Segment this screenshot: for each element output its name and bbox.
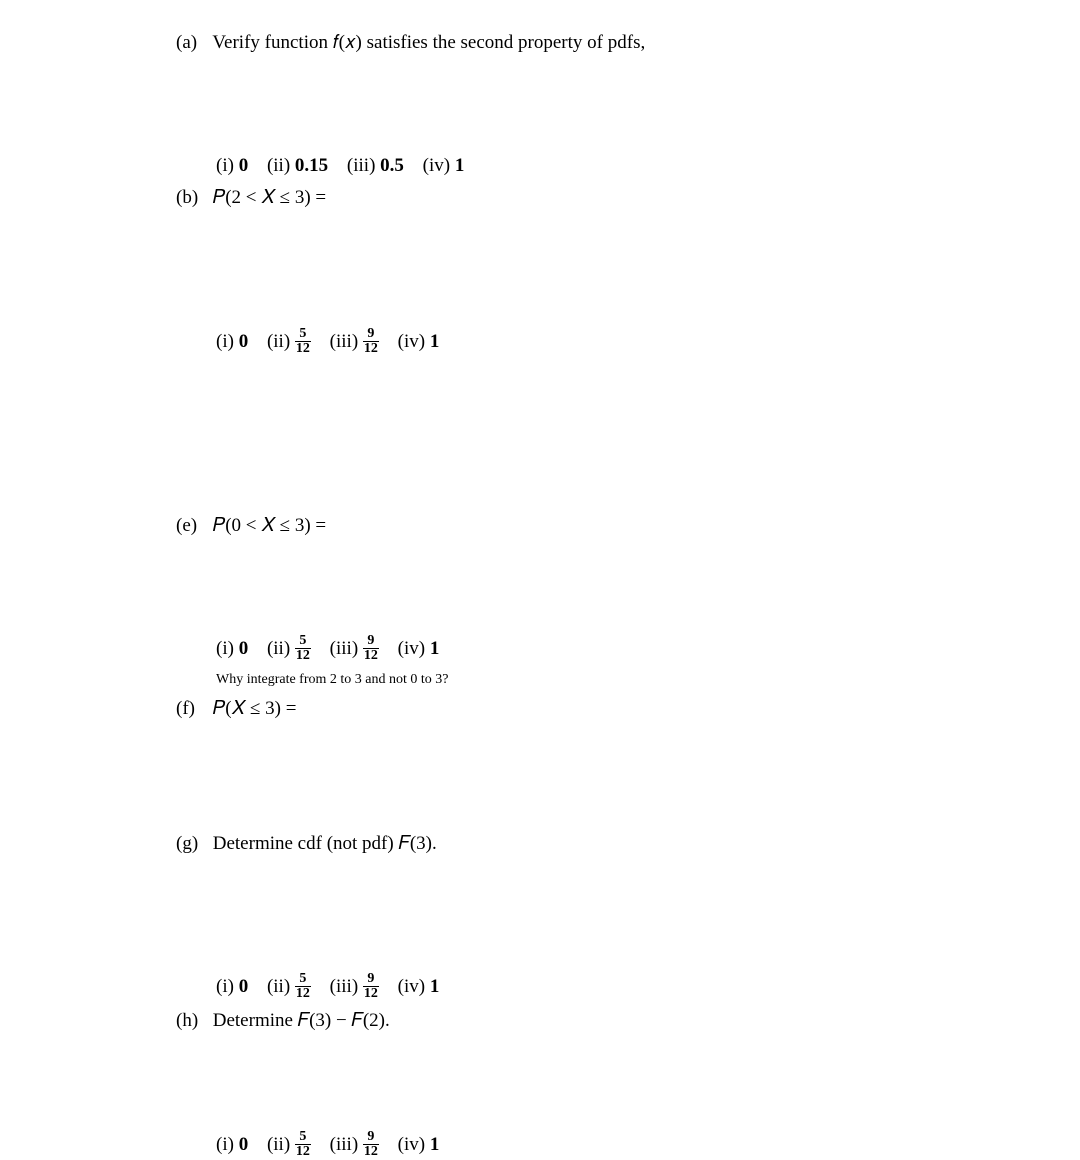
option-a-ii: (ii) 0.15 — [267, 155, 333, 176]
option-b-iv: (iv) 1 — [398, 331, 440, 352]
option-e-i: (i) 0 — [216, 638, 253, 659]
hint-text: Why integrate from 2 to 3 and not 0 to 3… — [176, 670, 1080, 690]
option-h-ii: (ii) 512 — [267, 1134, 316, 1155]
option-b-i: (i) 0 — [216, 331, 253, 352]
fraction: 512 — [295, 1130, 311, 1159]
question-part-f: (f) 𝑃(𝑋 ≤ 3) = — [176, 696, 1080, 723]
question-part-h: (h) Determine 𝐹(3) − 𝐹(2). — [176, 1008, 1080, 1035]
part-text: Determine cdf (not pdf) 𝐹(3). — [213, 833, 437, 854]
fraction: 912 — [363, 327, 379, 356]
part-label: (a) — [176, 30, 208, 57]
option-h-iii: (iii) 912 — [330, 1134, 384, 1155]
options-row-a: (i) 0 (ii) 0.15 (iii) 0.5 (iv) 1 — [176, 153, 1080, 180]
option-g-ii: (ii) 512 — [267, 976, 316, 997]
fraction: 912 — [363, 634, 379, 663]
part-text: Determine 𝐹(3) − 𝐹(2). — [213, 1010, 390, 1031]
fraction: 512 — [295, 972, 311, 1001]
part-label: (e) — [176, 513, 208, 540]
option-h-i: (i) 0 — [216, 1134, 253, 1155]
option-e-ii: (ii) 512 — [267, 638, 316, 659]
options-row-e: (i) 0 (ii) 512 (iii) 912 (iv) 1 — [176, 635, 1080, 664]
fraction: 912 — [363, 972, 379, 1001]
part-text: 𝑃(𝑋 ≤ 3) = — [213, 698, 297, 719]
part-text: 𝑃(0 < 𝑋 ≤ 3) = — [213, 515, 326, 536]
option-b-ii: (ii) 512 — [267, 331, 316, 352]
option-a-i: (i) 0 — [216, 155, 253, 176]
option-g-iii: (iii) 912 — [330, 976, 384, 997]
option-a-iii: (iii) 0.5 — [347, 155, 409, 176]
fraction: 512 — [295, 327, 311, 356]
option-g-iv: (iv) 1 — [398, 976, 440, 997]
options-row-g: (i) 0 (ii) 512 (iii) 912 (iv) 1 — [176, 973, 1080, 1002]
part-label: (g) — [176, 831, 208, 858]
fraction: 512 — [295, 634, 311, 663]
option-e-iii: (iii) 912 — [330, 638, 384, 659]
fraction: 912 — [363, 1130, 379, 1159]
options-row-b: (i) 0 (ii) 512 (iii) 912 (iv) 1 — [176, 328, 1080, 357]
part-label: (h) — [176, 1008, 208, 1035]
options-row-h: (i) 0 (ii) 512 (iii) 912 (iv) 1 — [176, 1131, 1080, 1160]
option-a-iv: (iv) 1 — [423, 155, 465, 176]
option-e-iv: (iv) 1 — [398, 638, 440, 659]
option-g-i: (i) 0 — [216, 976, 253, 997]
option-b-iii: (iii) 912 — [330, 331, 384, 352]
question-part-e: (e) 𝑃(0 < 𝑋 ≤ 3) = — [176, 513, 1080, 540]
question-part-g: (g) Determine cdf (not pdf) 𝐹(3). — [176, 831, 1080, 858]
question-part-b: (b) 𝑃(2 < 𝑋 ≤ 3) = — [176, 185, 1080, 212]
part-text: 𝑃(2 < 𝑋 ≤ 3) = — [213, 187, 326, 208]
option-h-iv: (iv) 1 — [398, 1134, 440, 1155]
part-label: (b) — [176, 185, 208, 212]
question-part-a: (a) Verify function 𝑓(𝑥) satisfies the s… — [176, 30, 1080, 57]
part-text: Verify function 𝑓(𝑥) satisfies the secon… — [212, 32, 645, 53]
part-label: (f) — [176, 696, 208, 723]
